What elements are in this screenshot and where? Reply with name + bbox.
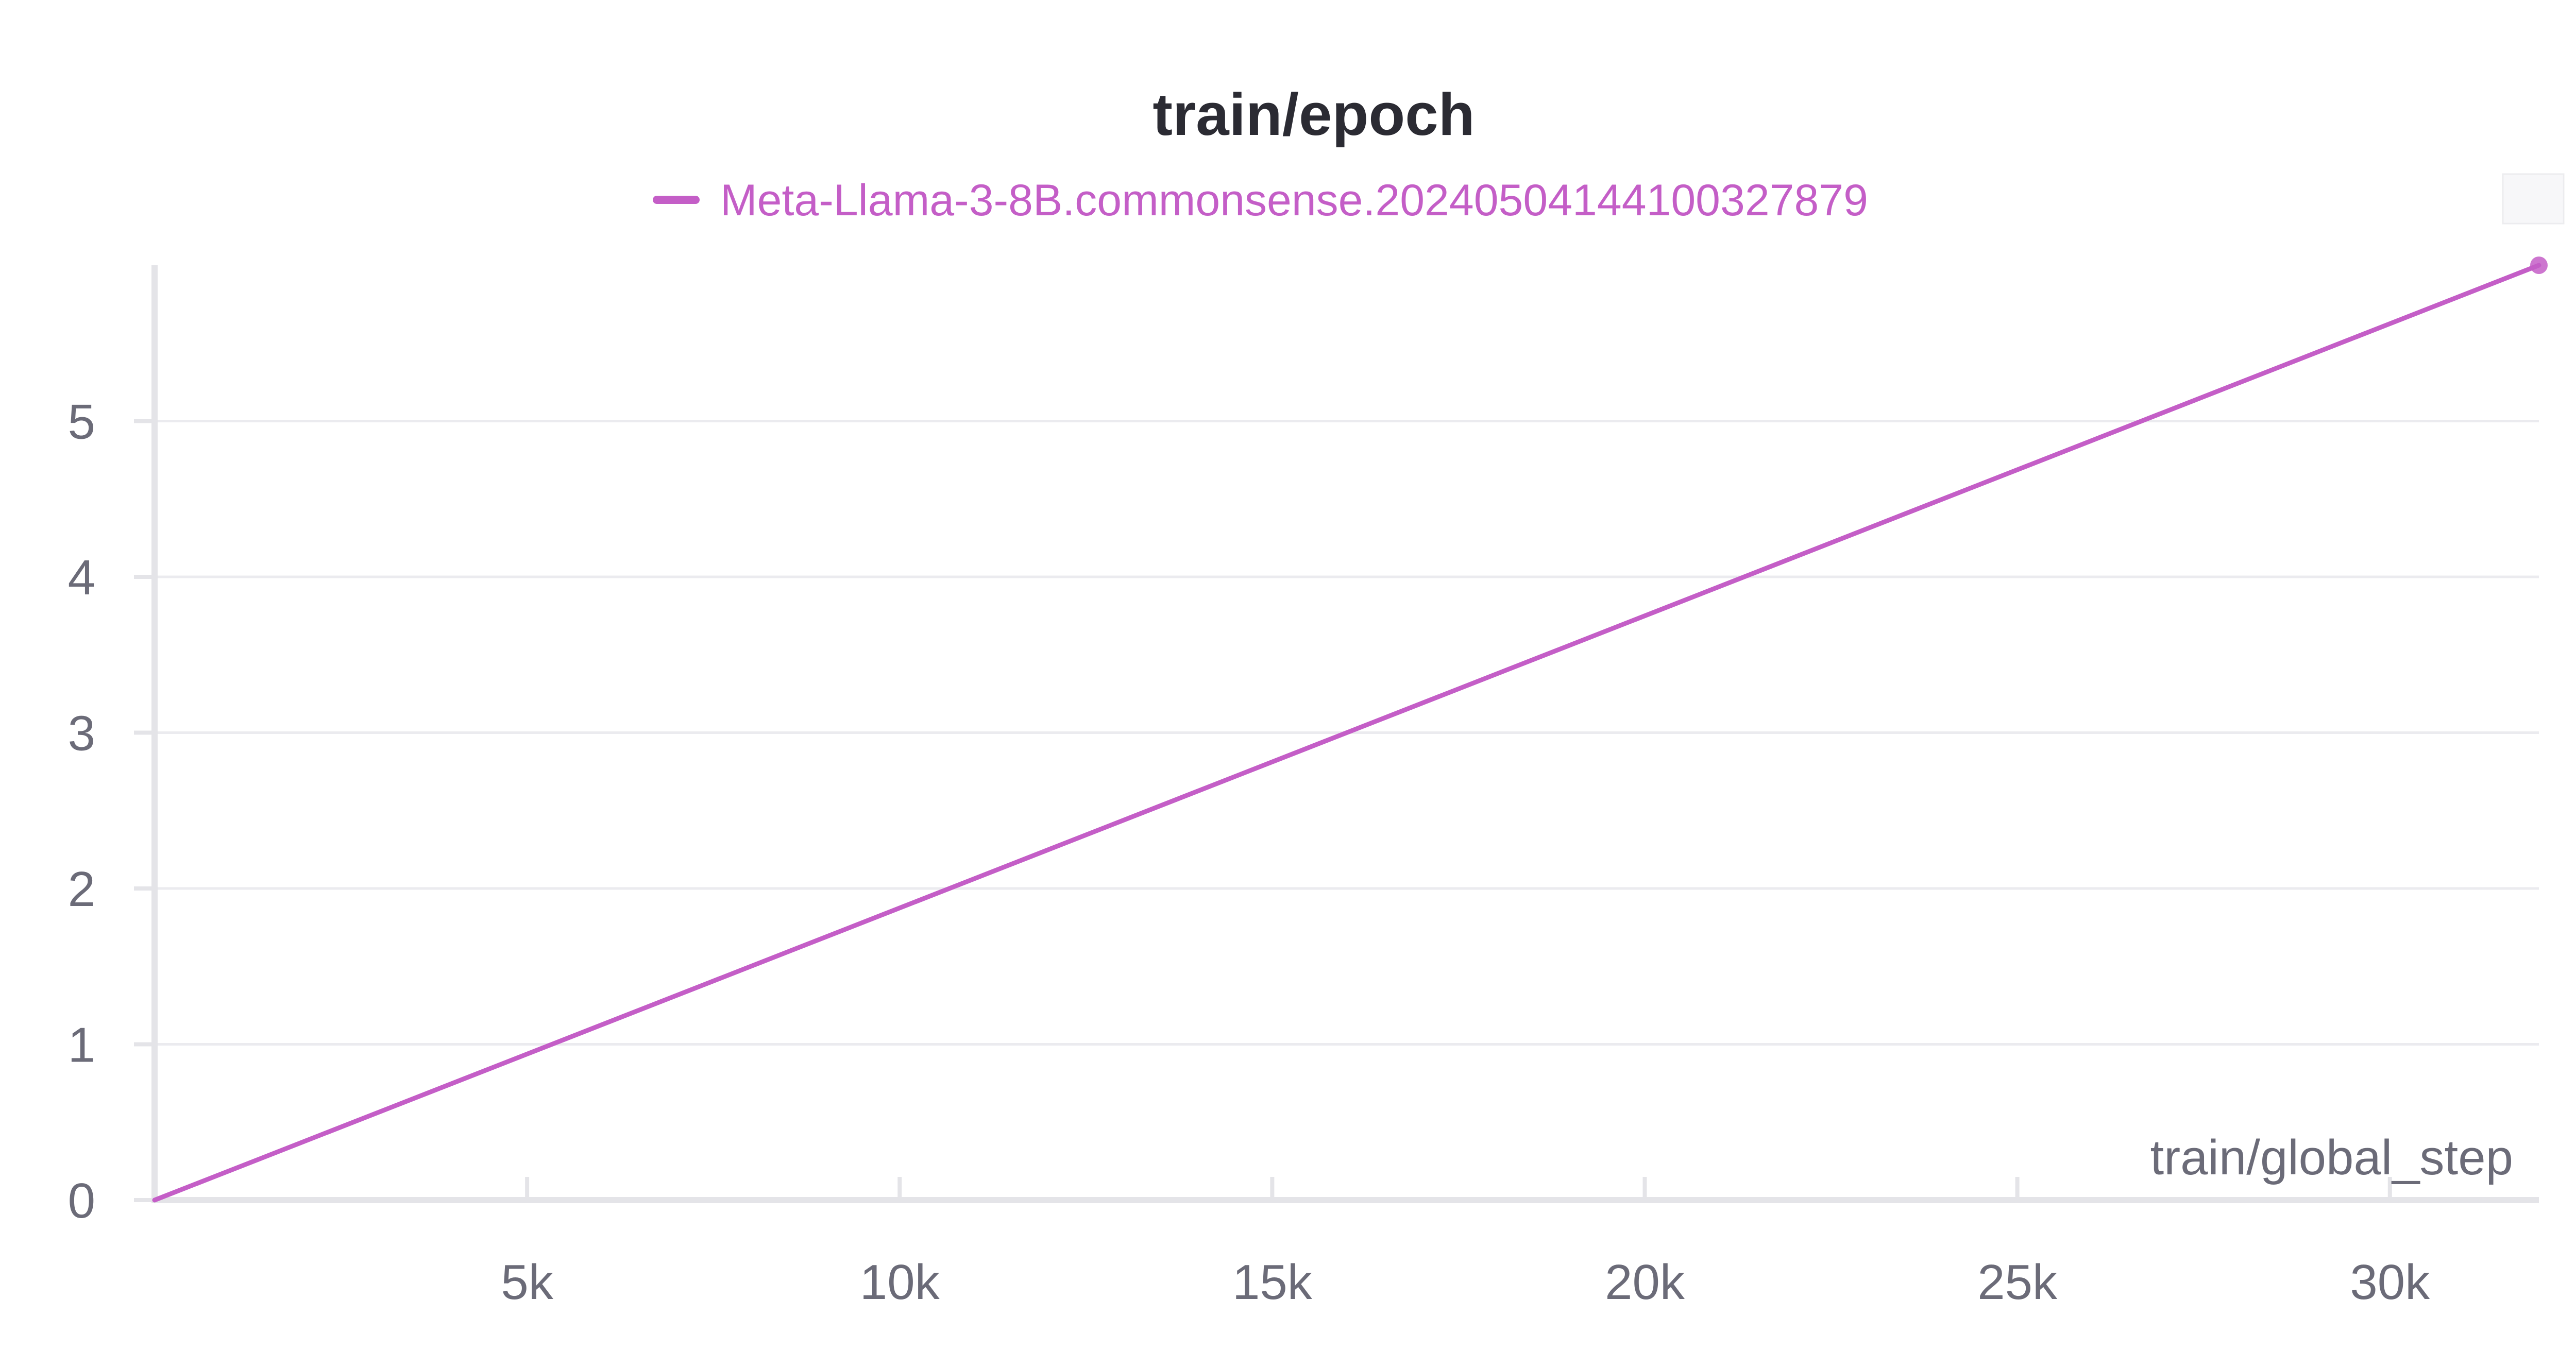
series-line[interactable] <box>152 263 2541 1203</box>
x-tick-label: 20k <box>1605 1255 1685 1310</box>
x-tick-label: 25k <box>1977 1255 2058 1310</box>
x-axis-label: train/global_step <box>2150 1130 2513 1185</box>
y-tick-label: 4 <box>68 550 95 605</box>
panel-corner-button[interactable] <box>2502 173 2565 225</box>
y-tick-label: 2 <box>68 862 95 917</box>
y-tick-label: 1 <box>68 1018 95 1073</box>
y-tick-label: 3 <box>68 706 95 761</box>
y-tick-label: 0 <box>68 1173 95 1228</box>
series-group <box>152 256 2548 1203</box>
legend-label: Meta-Llama-3-8B.commonsense.202405041441… <box>720 176 1868 225</box>
legend[interactable]: Meta-Llama-3-8B.commonsense.202405041441… <box>653 176 1868 225</box>
x-tick-label: 10k <box>860 1255 940 1310</box>
x-tick-label: 15k <box>1232 1255 1313 1310</box>
y-axis-ticks: 0 1 2 3 4 5 <box>68 395 155 1228</box>
x-axis-ticks: 5k 10k 15k 20k 25k 30k <box>501 1177 2430 1310</box>
series-endpoint[interactable] <box>2530 256 2548 274</box>
x-tick-label: 5k <box>501 1255 553 1310</box>
chart-title: train/epoch <box>1153 81 1475 148</box>
y-tick-label: 5 <box>68 395 95 450</box>
x-tick-label: 30k <box>2350 1255 2430 1310</box>
